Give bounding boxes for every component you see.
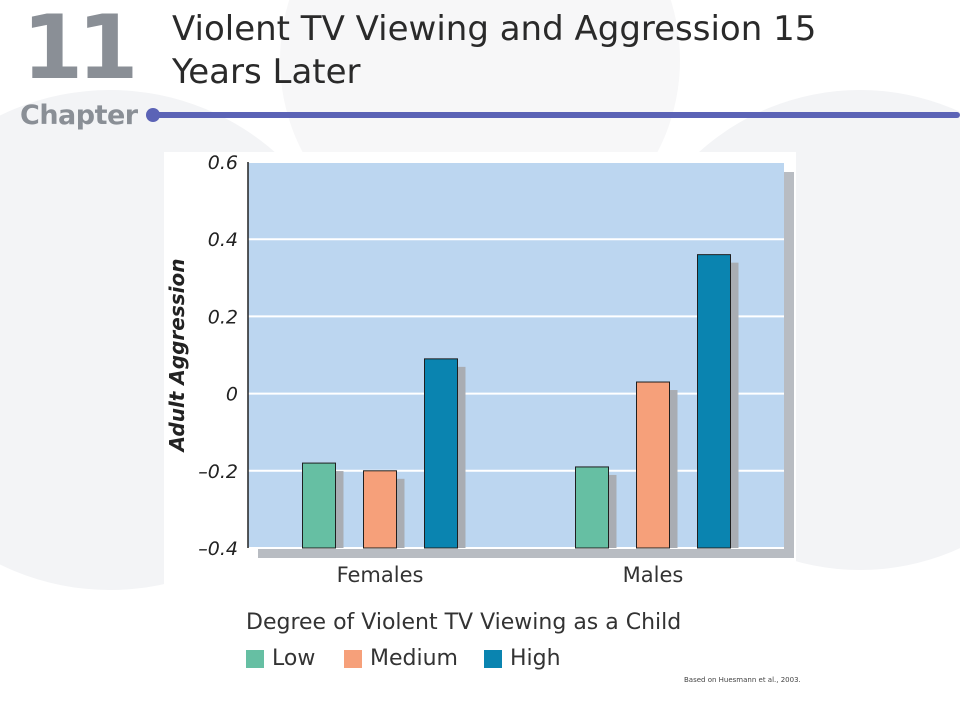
figure-panel: 0.6 0.4 0.2 0 –0.2 –0.4 Adult Aggression Female… — [164, 152, 796, 688]
legend-swatch-medium — [344, 649, 362, 668]
y-axis-title: Adult Aggression — [165, 259, 189, 454]
bar-low-females — [302, 462, 336, 549]
bar-low-males — [575, 466, 609, 549]
y-tick-label: 0 — [226, 384, 238, 406]
legend-label-low: Low — [272, 646, 316, 671]
y-tick-label: 0.2 — [208, 306, 238, 328]
legend-title: Degree of Violent TV Viewing as a Child — [246, 610, 682, 635]
slide-title: Violent TV Viewing and Aggression 15 Yea… — [172, 9, 817, 92]
y-tick-label: 0.6 — [208, 152, 238, 174]
legend-swatch-low — [246, 649, 264, 668]
title-divider-dot — [146, 108, 160, 122]
bar-chart: 0.6 0.4 0.2 0 –0.2 –0.4 Adult Aggression Female… — [165, 152, 794, 587]
legend-label-medium: Medium — [370, 646, 458, 671]
legend-label-high: High — [510, 646, 561, 671]
bar-medium-females — [363, 470, 397, 549]
y-tick-label: –0.4 — [198, 538, 238, 560]
x-category-label: Females — [337, 563, 424, 587]
title-divider — [152, 112, 960, 118]
legend-item-medium: Medium — [344, 646, 458, 671]
chapter-label: Chapter — [20, 100, 138, 131]
legend-item-high: High — [484, 646, 561, 671]
y-tick-label: 0.4 — [208, 229, 238, 251]
bar-high-females — [424, 358, 458, 549]
bar-medium-males — [636, 381, 670, 549]
chapter-number: 11 — [22, 0, 138, 99]
bar-high-males — [697, 254, 731, 549]
x-category-label: Males — [623, 563, 684, 587]
chapter-badge: 11 Chapter — [20, 0, 138, 131]
legend-item-low: Low — [246, 646, 315, 671]
source-note: Based on Huesmann et al., 2003. — [684, 676, 801, 684]
legend-swatch-high — [484, 649, 502, 668]
y-tick-label: –0.2 — [198, 461, 238, 483]
